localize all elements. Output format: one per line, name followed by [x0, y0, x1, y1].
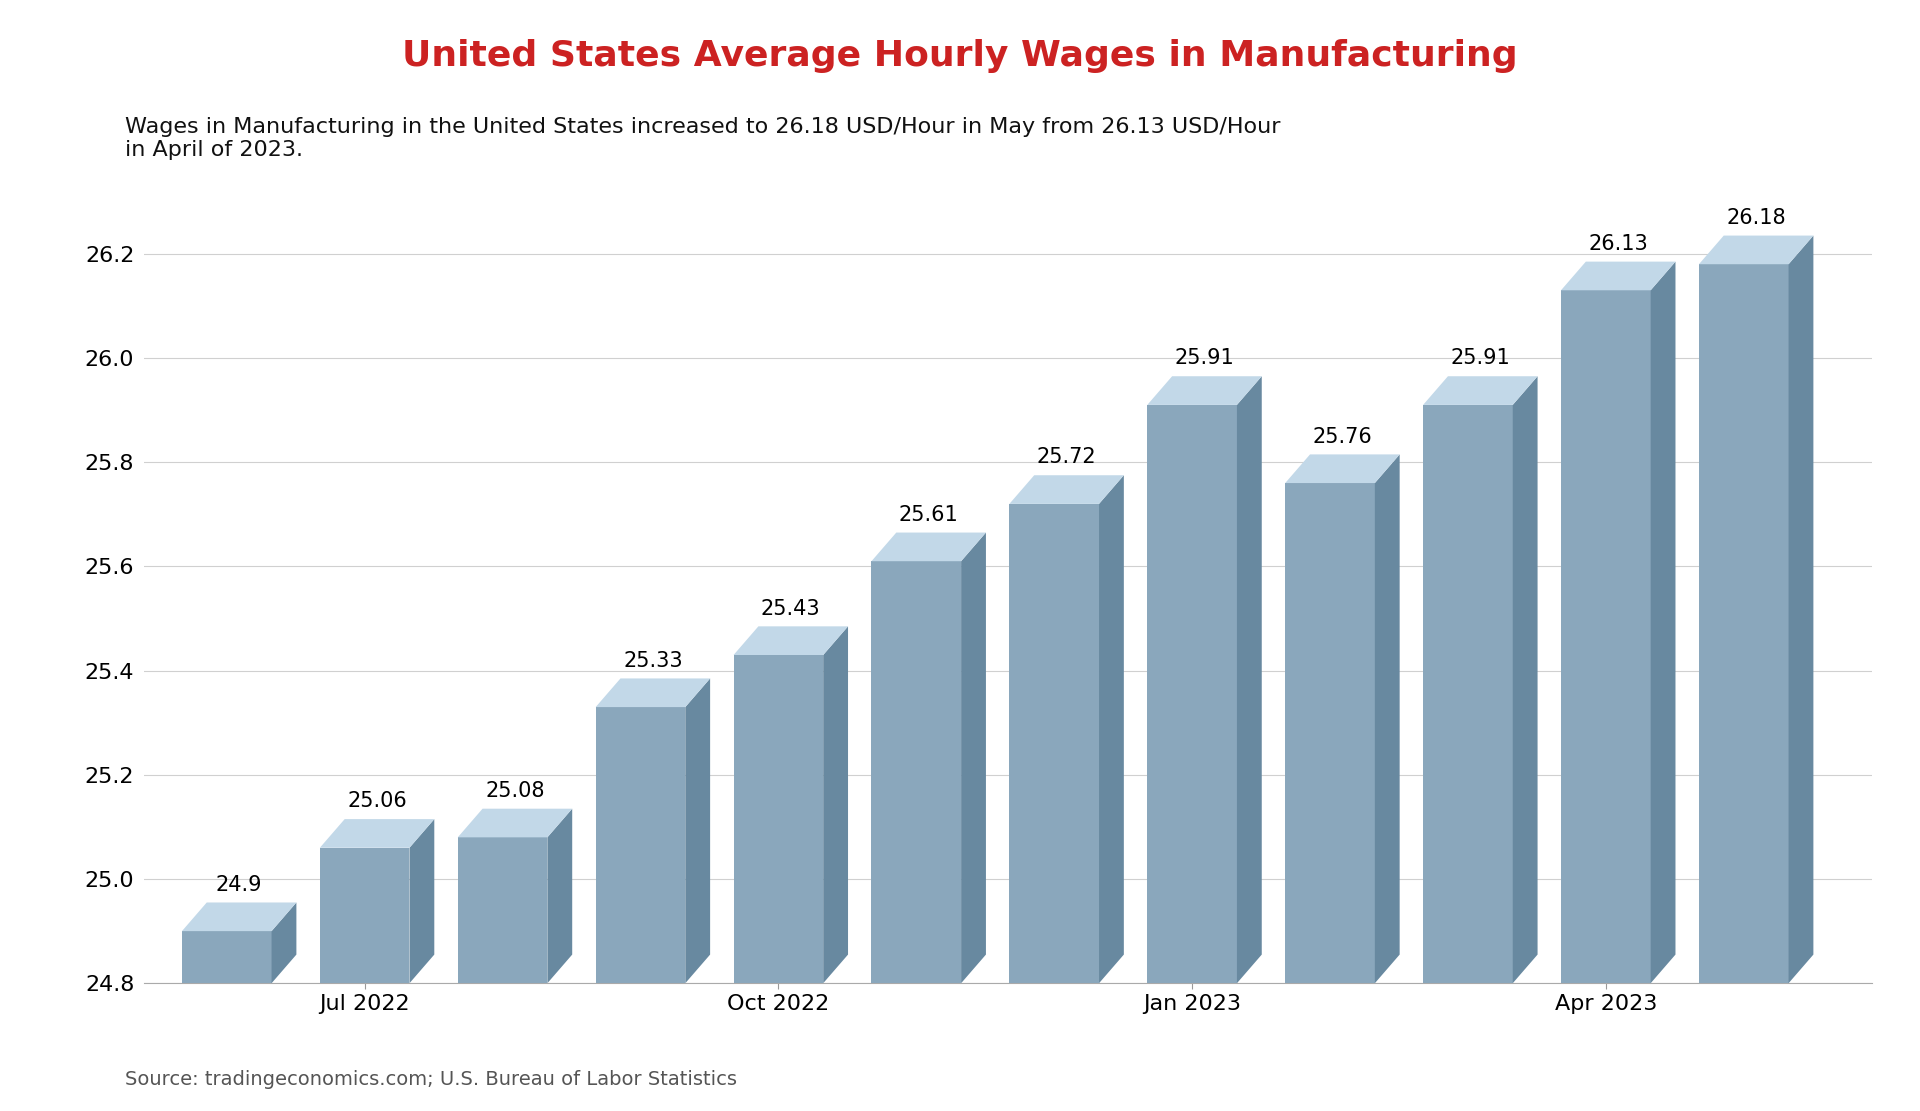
- Polygon shape: [321, 848, 409, 983]
- Polygon shape: [321, 819, 434, 848]
- Text: 25.91: 25.91: [1175, 349, 1235, 369]
- Polygon shape: [685, 679, 710, 983]
- Polygon shape: [1423, 404, 1513, 983]
- Polygon shape: [182, 902, 296, 931]
- Text: Wages in Manufacturing in the United States increased to 26.18 USD/Hour in May f: Wages in Manufacturing in the United Sta…: [125, 117, 1281, 160]
- Polygon shape: [1284, 483, 1375, 983]
- Text: 25.08: 25.08: [486, 781, 545, 801]
- Polygon shape: [1148, 377, 1261, 404]
- Polygon shape: [1010, 504, 1098, 983]
- Text: 25.43: 25.43: [760, 599, 820, 619]
- Polygon shape: [1423, 377, 1538, 404]
- Polygon shape: [547, 809, 572, 983]
- Polygon shape: [1561, 261, 1676, 290]
- Polygon shape: [457, 809, 572, 838]
- Polygon shape: [182, 931, 271, 983]
- Text: 25.91: 25.91: [1450, 349, 1511, 369]
- Polygon shape: [595, 707, 685, 983]
- Polygon shape: [1789, 236, 1812, 983]
- Polygon shape: [1513, 377, 1538, 983]
- Polygon shape: [457, 838, 547, 983]
- Text: 26.18: 26.18: [1726, 208, 1786, 228]
- Text: 25.61: 25.61: [899, 504, 958, 524]
- Text: United States Average Hourly Wages in Manufacturing: United States Average Hourly Wages in Ma…: [401, 39, 1519, 73]
- Text: 26.13: 26.13: [1588, 233, 1647, 253]
- Polygon shape: [962, 532, 987, 983]
- Polygon shape: [1010, 476, 1123, 504]
- Polygon shape: [733, 655, 824, 983]
- Text: 25.33: 25.33: [624, 651, 684, 671]
- Polygon shape: [1284, 454, 1400, 483]
- Polygon shape: [733, 627, 849, 655]
- Polygon shape: [872, 532, 987, 561]
- Polygon shape: [872, 561, 962, 983]
- Polygon shape: [595, 679, 710, 707]
- Polygon shape: [1651, 261, 1676, 983]
- Text: Source: tradingeconomics.com; U.S. Bureau of Labor Statistics: Source: tradingeconomics.com; U.S. Burea…: [125, 1070, 737, 1089]
- Polygon shape: [1699, 236, 1812, 264]
- Text: 25.72: 25.72: [1037, 448, 1096, 468]
- Polygon shape: [1148, 404, 1236, 983]
- Polygon shape: [1699, 264, 1789, 983]
- Polygon shape: [1098, 476, 1123, 983]
- Polygon shape: [409, 819, 434, 983]
- Polygon shape: [1375, 454, 1400, 983]
- Text: 25.06: 25.06: [348, 791, 407, 811]
- Polygon shape: [1236, 377, 1261, 983]
- Polygon shape: [1561, 290, 1651, 983]
- Text: 24.9: 24.9: [215, 874, 263, 894]
- Polygon shape: [271, 902, 296, 983]
- Polygon shape: [824, 627, 849, 983]
- Text: 25.76: 25.76: [1313, 427, 1373, 447]
